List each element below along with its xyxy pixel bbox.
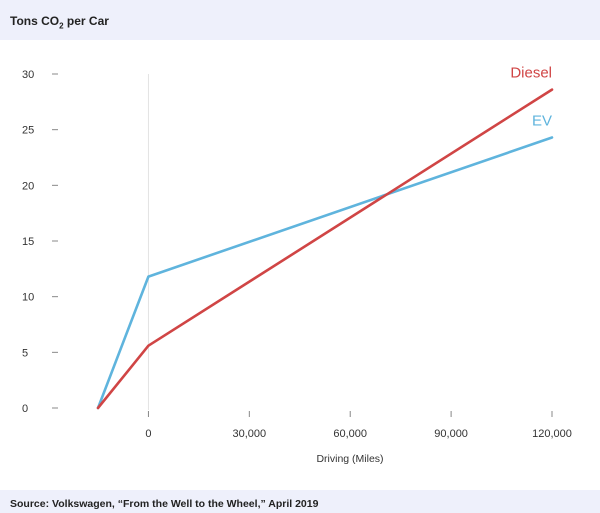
line-chart: 0 5 10 15 20 25 30 0 30,000 60,000 90,000 120,000 Dr… [22, 65, 572, 465]
y-axis-title: Tons CO2 per Car [10, 14, 109, 30]
y-tick-label: 25 [22, 125, 34, 137]
plot-background [0, 40, 600, 490]
y-tick-label: 30 [22, 69, 34, 81]
y-axis-title-text: Tons CO [10, 14, 60, 28]
y-axis-title-suffix: per Car [63, 14, 109, 28]
source-note: Source: Volkswagen, “From the Well to th… [10, 498, 319, 510]
x-tick-label: 0 [145, 428, 151, 440]
chart-card: Tons CO2 per Car 0 5 10 15 20 25 30 0 30,000 60,0… [0, 14, 600, 490]
y-tick-label: 20 [22, 180, 34, 192]
series-label-ev: EV [532, 112, 552, 129]
x-tick-label: 120,000 [532, 428, 572, 440]
series-label-diesel: Diesel [510, 65, 552, 82]
y-tick-label: 5 [22, 347, 28, 359]
x-tick-label: 60,000 [333, 428, 367, 440]
x-tick-label: 30,000 [233, 428, 267, 440]
x-axis-title: Driving (Miles) [316, 453, 383, 465]
y-tick-label: 0 [22, 403, 28, 415]
series-line-diesel [96, 88, 554, 410]
x-tick-label: 90,000 [434, 428, 468, 440]
y-tick-label: 10 [22, 292, 34, 304]
series-line-ev [96, 136, 554, 410]
y-tick-label: 15 [22, 236, 34, 248]
y-axis-title-subscript: 2 [59, 21, 64, 31]
